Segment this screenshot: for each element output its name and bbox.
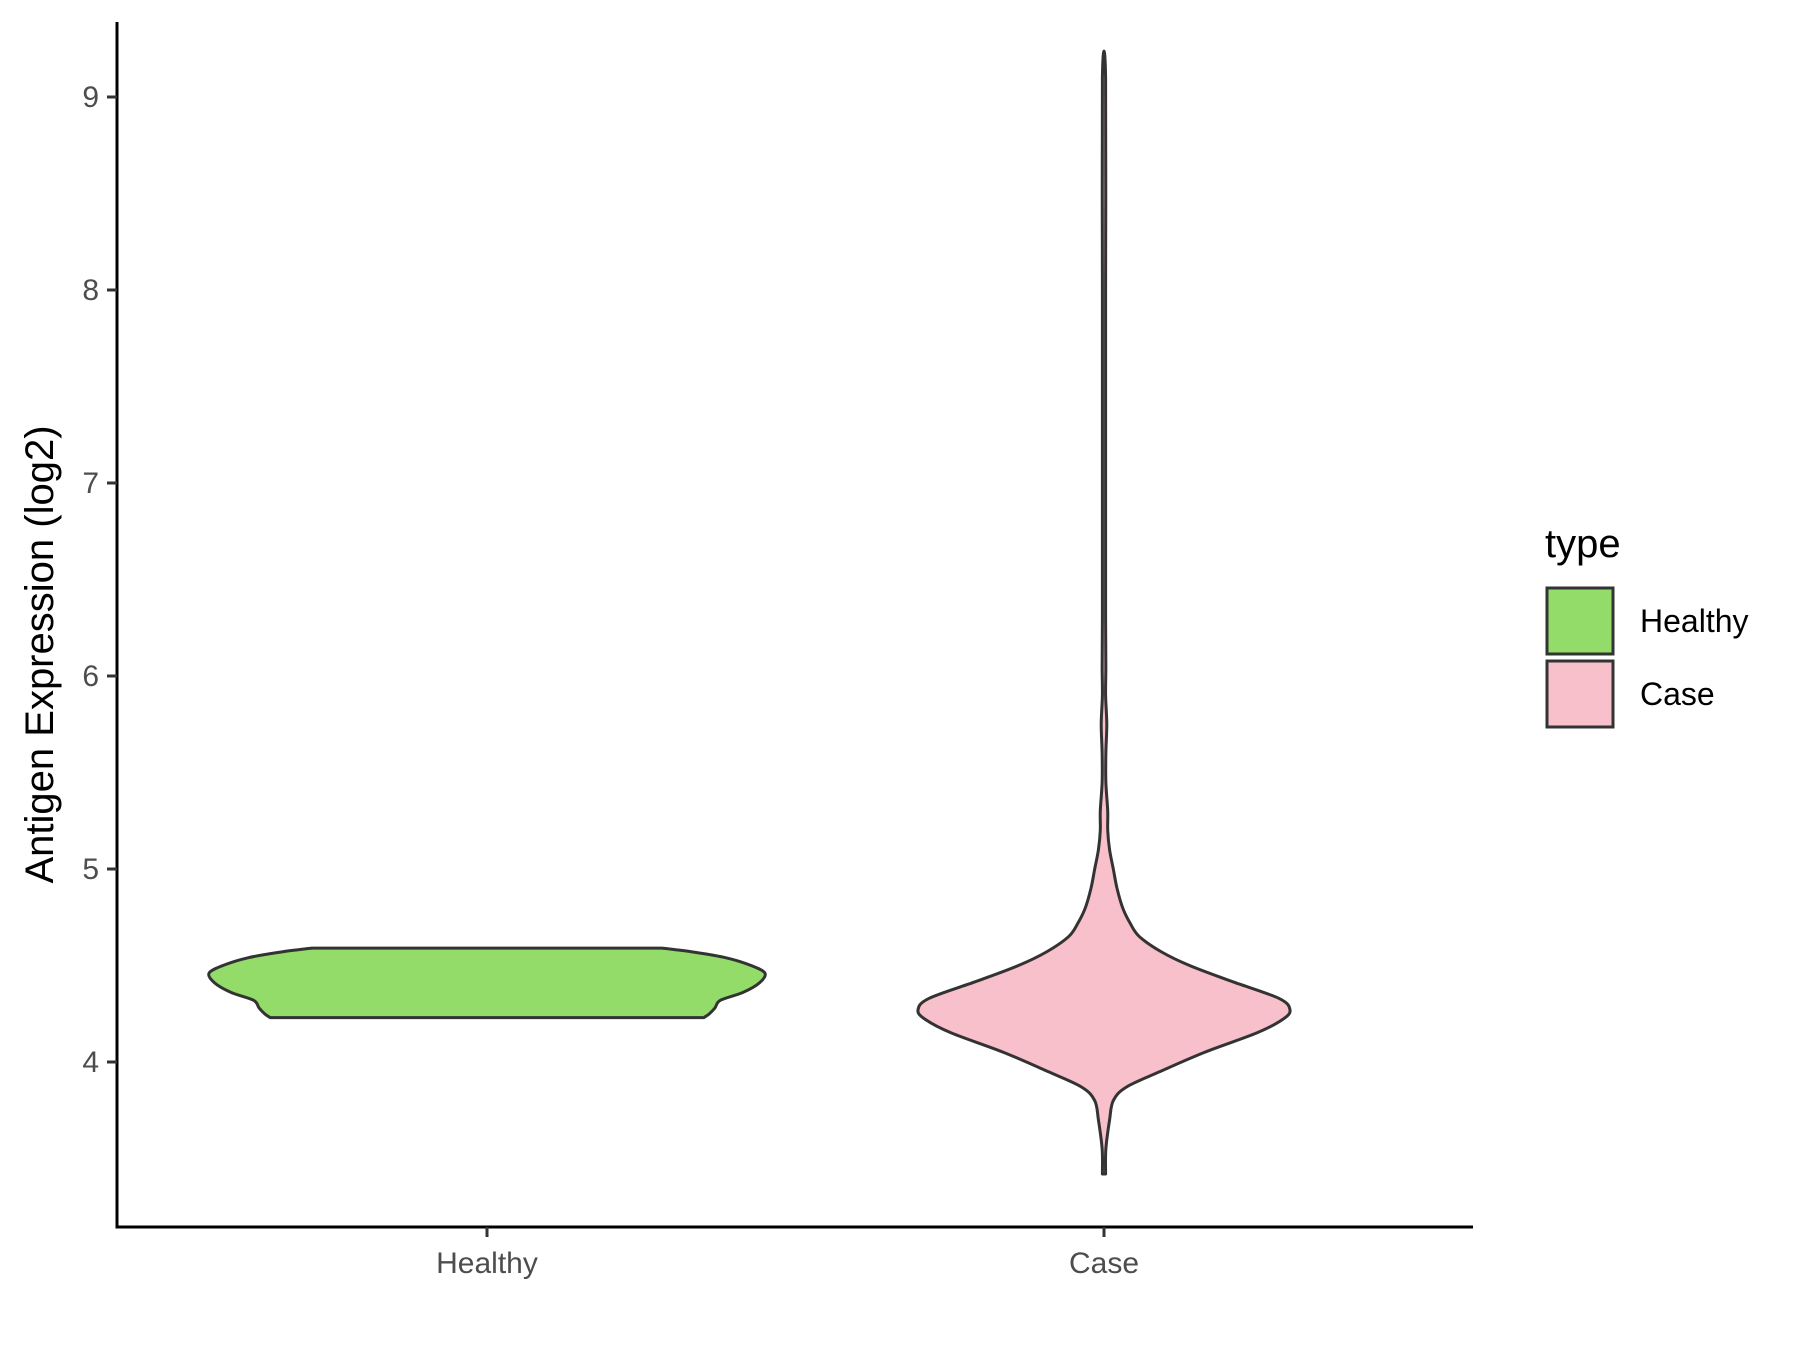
y-tick-label: 5 — [82, 853, 99, 886]
legend-label-healthy: Healthy — [1640, 603, 1749, 639]
legend-label-case: Case — [1640, 676, 1715, 712]
y-tick-label: 7 — [82, 467, 99, 500]
y-axis-ticks: 4 5 6 7 8 9 — [82, 81, 117, 1079]
x-axis-ticks: Healthy Case — [436, 1227, 1139, 1280]
x-tick-label: Healthy — [436, 1247, 538, 1280]
legend: type Healthy Case — [1545, 522, 1749, 729]
y-tick-label: 8 — [82, 274, 99, 307]
y-axis-title: Antigen Expression (log2) — [18, 425, 62, 883]
violin-healthy — [207, 946, 767, 1020]
x-tick-label: Case — [1069, 1247, 1139, 1280]
violins — [207, 49, 1292, 1176]
y-tick-label: 4 — [82, 1046, 99, 1079]
y-tick-label: 6 — [82, 660, 99, 693]
legend-swatch-healthy — [1545, 586, 1615, 656]
legend-title: type — [1545, 522, 1621, 566]
violin-case — [916, 49, 1292, 1176]
legend-entries: Healthy Case — [1545, 586, 1749, 729]
y-tick-label: 9 — [82, 81, 99, 114]
legend-swatch-case — [1545, 659, 1615, 729]
